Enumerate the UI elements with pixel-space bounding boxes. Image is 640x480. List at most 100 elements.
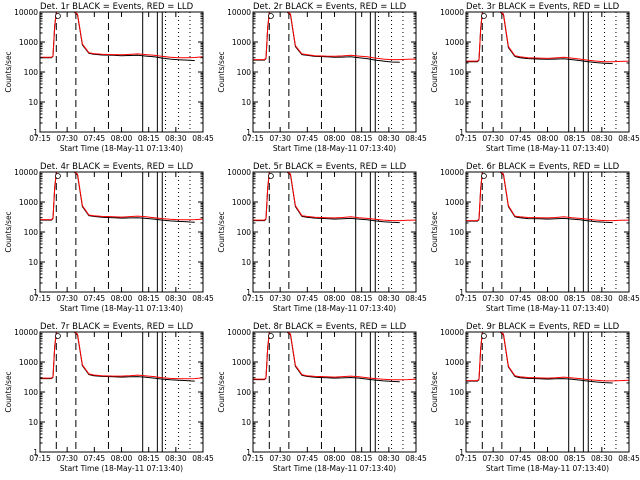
y-tick-label: 10	[28, 418, 38, 427]
x-tick-label: 08:45	[405, 134, 427, 143]
y-tick-label: 100	[450, 228, 465, 237]
y-tick-label: 10	[454, 98, 464, 107]
x-tick-label: 07:30	[269, 134, 291, 143]
x-tick-label: 08:45	[618, 454, 640, 463]
series-events-line	[253, 12, 400, 63]
series-events-line	[40, 332, 195, 382]
x-tick-label: 08:30	[591, 294, 613, 303]
chart-title: Det. 8r BLACK = Events, RED = LLD	[253, 322, 407, 332]
y-tick-label: 100	[450, 68, 465, 77]
x-tick-label: 08:30	[165, 454, 187, 463]
series-lld-line	[466, 172, 629, 222]
chart-title: Det. 1r BLACK = Events, RED = LLD	[40, 2, 194, 12]
x-tick-label: 07:30	[269, 294, 291, 303]
x-tick-label: 08:00	[324, 454, 346, 463]
series-lld-line	[40, 12, 203, 59]
chart-title: Det. 7r BLACK = Events, RED = LLD	[40, 322, 194, 332]
series-group	[253, 12, 416, 63]
panel-4: Det. 4r BLACK = Events, RED = LLD 1 10 100 1…	[4, 162, 214, 313]
panel-2: Det. 2r BLACK = Events, RED = LLD 1 10 100 1…	[217, 2, 427, 153]
series-events-line	[466, 12, 613, 65]
panel-9: Det. 9r BLACK = Events, RED = LLD 1 10 100 1…	[430, 322, 640, 473]
x-tick-label: 08:00	[111, 134, 133, 143]
x-tick-label: 08:15	[351, 134, 373, 143]
series-group	[466, 172, 629, 224]
series-events-line	[253, 172, 400, 224]
y-tick-label: 1000	[232, 198, 251, 207]
series-lld-line	[40, 172, 203, 221]
event-lines	[481, 332, 617, 452]
x-tick-label: 08:45	[618, 134, 640, 143]
y-tick-label: 1	[246, 288, 251, 297]
chart-title: Det. 2r BLACK = Events, RED = LLD	[253, 2, 407, 12]
x-tick-label: 08:45	[405, 294, 427, 303]
chart-title: Det. 9r BLACK = Events, RED = LLD	[466, 322, 620, 332]
y-tick-label: 10	[28, 258, 38, 267]
x-tick-label: 08:30	[378, 454, 400, 463]
y-tick-label: 1000	[232, 38, 251, 47]
y-tick-label: 10	[28, 98, 38, 107]
y-axis-label: Counts/sec	[217, 211, 226, 252]
x-tick-label: 07:30	[56, 294, 78, 303]
series-events-line	[253, 332, 400, 383]
panel-5: Det. 5r BLACK = Events, RED = LLD 1 10 100 1…	[217, 162, 427, 313]
x-axis-label: Start Time (18-May-11 07:13:40)	[273, 304, 396, 313]
y-axis-label: Counts/sec	[430, 51, 439, 92]
chart-title: Det. 5r BLACK = Events, RED = LLD	[253, 162, 407, 172]
x-tick-label: 07:45	[297, 454, 319, 463]
x-tick-label: 08:15	[564, 134, 586, 143]
y-tick-label: 10000	[227, 168, 251, 177]
event-lines	[481, 172, 617, 292]
x-tick-label: 07:15	[242, 454, 264, 463]
y-tick-label: 10	[454, 258, 464, 267]
series-lld-line	[466, 332, 629, 382]
x-tick-label: 07:45	[297, 134, 319, 143]
event-lines	[55, 12, 191, 132]
x-tick-label: 07:45	[84, 134, 106, 143]
y-tick-label: 10000	[14, 168, 38, 177]
chart-title: Det. 4r BLACK = Events, RED = LLD	[40, 162, 194, 172]
x-tick-label: 07:15	[29, 134, 51, 143]
panel-8: Det. 8r BLACK = Events, RED = LLD 1 10 100 1…	[217, 322, 427, 473]
y-tick-label: 1	[459, 288, 464, 297]
y-axis-label: Counts/sec	[217, 371, 226, 412]
x-tick-label: 08:15	[138, 454, 160, 463]
x-tick-label: 08:30	[378, 294, 400, 303]
x-tick-label: 08:00	[537, 294, 559, 303]
y-tick-label: 100	[24, 68, 39, 77]
x-tick-label: 08:30	[165, 134, 187, 143]
y-tick-label: 10000	[227, 8, 251, 17]
y-tick-label: 1000	[19, 198, 38, 207]
x-axis-label: Start Time (18-May-11 07:13:40)	[60, 144, 183, 153]
x-tick-label: 07:30	[56, 134, 78, 143]
y-tick-label: 1000	[445, 198, 464, 207]
peak-marker	[268, 13, 274, 19]
y-tick-label: 10	[241, 418, 251, 427]
peak-marker	[268, 333, 274, 339]
series-group	[253, 172, 416, 224]
x-tick-label: 08:00	[324, 134, 346, 143]
event-lines	[481, 12, 617, 132]
x-tick-label: 08:00	[324, 294, 346, 303]
x-tick-label: 07:15	[455, 134, 477, 143]
y-tick-label: 1000	[19, 358, 38, 367]
series-lld-line	[253, 172, 416, 222]
event-lines	[268, 332, 404, 452]
y-tick-label: 10000	[440, 168, 464, 177]
series-lld-line	[253, 12, 416, 61]
x-tick-label: 08:30	[591, 134, 613, 143]
y-tick-label: 10000	[440, 328, 464, 337]
peak-marker	[55, 13, 61, 19]
x-axis-label: Start Time (18-May-11 07:13:40)	[273, 144, 396, 153]
peak-marker	[481, 173, 487, 179]
x-tick-label: 08:45	[192, 294, 214, 303]
panel-7: Det. 7r BLACK = Events, RED = LLD 1 10 100 1…	[4, 322, 214, 473]
x-axis-label: Start Time (18-May-11 07:13:40)	[273, 464, 396, 473]
x-tick-label: 08:45	[618, 294, 640, 303]
x-tick-label: 08:00	[111, 454, 133, 463]
x-tick-label: 07:15	[29, 454, 51, 463]
peak-marker	[55, 173, 61, 179]
x-tick-label: 07:30	[482, 294, 504, 303]
y-tick-label: 10000	[440, 8, 464, 17]
